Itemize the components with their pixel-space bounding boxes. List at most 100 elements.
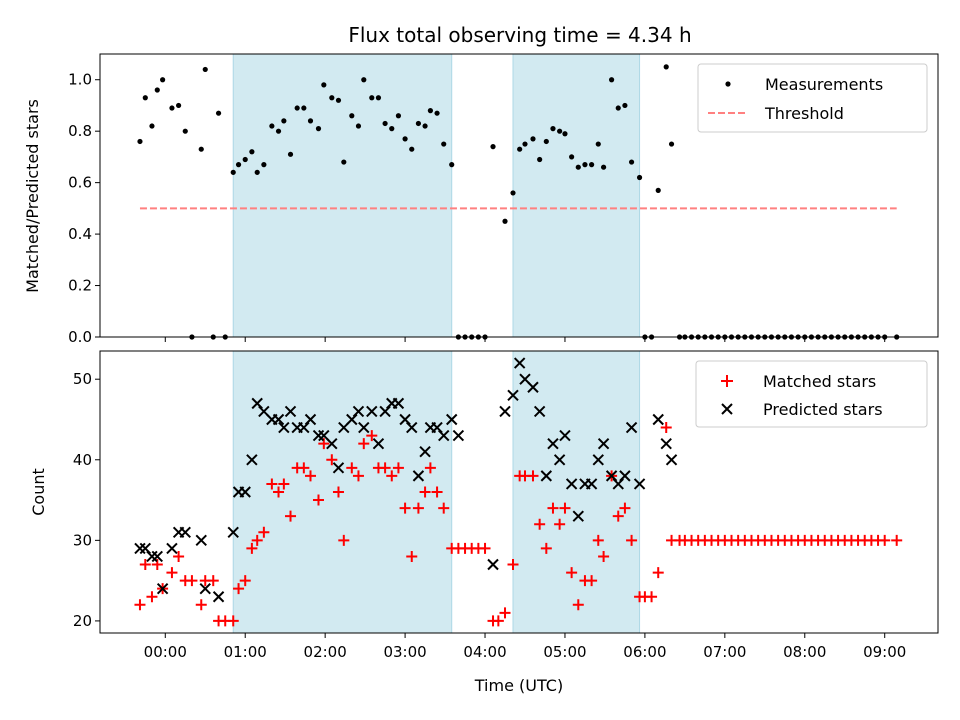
x-tick-label-6: 06:00 bbox=[623, 643, 666, 661]
bottom-plot-frame bbox=[99, 350, 939, 634]
matched-star-point-35 bbox=[366, 430, 378, 442]
legend-predicted-marker bbox=[721, 403, 733, 415]
bottom-y-axis-label: Count bbox=[29, 468, 48, 516]
measurement-point-47 bbox=[449, 162, 455, 168]
measurement-point-69 bbox=[600, 164, 607, 170]
predicted-star-point-70 bbox=[665, 454, 678, 466]
matched-star-point-23 bbox=[285, 510, 297, 522]
matched-star-point-73 bbox=[619, 502, 631, 514]
measurement-point-60 bbox=[543, 138, 549, 145]
predicted-star-point-7 bbox=[179, 526, 191, 538]
top-shaded-intervals bbox=[232, 53, 641, 338]
measurement-point-28 bbox=[321, 82, 327, 88]
predicted-star-point-30 bbox=[352, 405, 365, 418]
matched-star-point-1 bbox=[139, 559, 151, 571]
legend-measurements-marker bbox=[725, 81, 731, 87]
measurement-point-22 bbox=[281, 118, 287, 124]
x-tick-label-7: 07:00 bbox=[703, 643, 746, 661]
matched-star-point-62 bbox=[547, 502, 559, 514]
measurement-point-70 bbox=[608, 77, 615, 83]
bottom-y-tick-label-2: 40 bbox=[73, 451, 92, 469]
predicted-star-point-8 bbox=[195, 534, 207, 547]
matched-star-point-43 bbox=[419, 486, 431, 498]
predicted-star-point-57 bbox=[565, 478, 578, 490]
predicted-star-point-47 bbox=[499, 405, 511, 418]
matched-star-point-25 bbox=[298, 462, 310, 474]
x-tick-label-1: 01:00 bbox=[224, 643, 267, 661]
predicted-star-point-4 bbox=[156, 582, 169, 595]
measurement-point-54 bbox=[502, 218, 508, 224]
matched-star-point-27 bbox=[312, 494, 324, 506]
bottom-y-tick-label-1: 30 bbox=[73, 531, 92, 549]
matched-star-point-32 bbox=[346, 462, 358, 474]
measurement-point-71 bbox=[615, 105, 621, 111]
predicted-star-point-58 bbox=[572, 510, 584, 522]
measurement-point-44 bbox=[427, 108, 434, 114]
measurement-point-21 bbox=[275, 128, 282, 134]
matched-star-point-69 bbox=[592, 534, 604, 546]
matched-star-point-42 bbox=[412, 502, 424, 514]
matched-star-point-21 bbox=[273, 486, 285, 498]
matched-star-point-44 bbox=[424, 462, 436, 474]
measurement-point-18 bbox=[254, 169, 260, 175]
measurement-point-26 bbox=[307, 118, 314, 124]
measurement-points bbox=[137, 64, 900, 340]
measurement-point-19 bbox=[261, 162, 267, 168]
measurement-point-20 bbox=[269, 123, 275, 129]
matched-star-point-33 bbox=[352, 470, 364, 482]
matched-star-point-30 bbox=[332, 486, 344, 498]
matched-star-point-41 bbox=[406, 550, 418, 562]
measurement-point-62 bbox=[557, 128, 563, 134]
predicted-star-point-48 bbox=[507, 389, 519, 402]
predicted-star-point-44 bbox=[446, 413, 458, 426]
measurement-point-30 bbox=[335, 97, 342, 103]
measurement-point-40 bbox=[402, 136, 408, 142]
predicted-star-point-13 bbox=[239, 486, 251, 498]
top-y-tick-label-0: 0.0 bbox=[68, 328, 92, 346]
matched-star-point-55 bbox=[499, 607, 511, 619]
predicted-star-point-39 bbox=[412, 470, 425, 482]
measurement-point-34 bbox=[361, 77, 367, 83]
measurement-point-5 bbox=[169, 105, 175, 111]
matched-star-point-52 bbox=[479, 542, 491, 554]
measurement-point-14 bbox=[230, 169, 236, 175]
top-y-axis-label: Matched/Predicted stars bbox=[23, 99, 42, 293]
bottom-y-tick-label-0: 20 bbox=[73, 612, 92, 630]
bottom-legend-frame bbox=[695, 360, 928, 428]
bottom-legend: Matched stars Predicted stars bbox=[695, 360, 928, 428]
measurement-point-78 bbox=[663, 64, 669, 70]
predicted-star-point-66 bbox=[625, 421, 638, 434]
measurement-point-35 bbox=[369, 95, 375, 101]
matched-star-point-16 bbox=[239, 575, 251, 587]
x-tick-label-0: 00:00 bbox=[144, 643, 187, 661]
matched-star-points bbox=[134, 422, 903, 627]
matched-star-point-56 bbox=[507, 559, 519, 571]
predicted-star-point-23 bbox=[304, 413, 317, 426]
measurement-point-23 bbox=[287, 151, 294, 157]
measurement-point-41 bbox=[409, 146, 415, 152]
predicted-star-point-31 bbox=[358, 421, 370, 434]
predicted-star-point-26 bbox=[326, 437, 338, 450]
predicted-star-point-38 bbox=[406, 421, 418, 434]
predicted-star-point-27 bbox=[332, 462, 345, 474]
measurement-point-17 bbox=[249, 149, 255, 155]
measurement-point-3 bbox=[154, 87, 160, 93]
predicted-star-point-32 bbox=[366, 405, 378, 418]
predicted-star-point-51 bbox=[527, 381, 539, 393]
matched-star-point-38 bbox=[386, 470, 398, 482]
x-tick-label-5: 05:00 bbox=[543, 643, 586, 661]
predicted-star-point-10 bbox=[212, 591, 225, 603]
measurement-point-15 bbox=[235, 162, 242, 168]
measurement-point-59 bbox=[537, 156, 543, 163]
measurement-point-72 bbox=[622, 102, 628, 109]
matched-star-point-74 bbox=[626, 534, 638, 546]
x-tick-label-2: 02:00 bbox=[304, 643, 347, 661]
predicted-star-point-65 bbox=[619, 470, 631, 482]
bottom-shaded-interval-1 bbox=[512, 350, 641, 634]
measurement-point-2 bbox=[149, 123, 155, 129]
top-x-ticks bbox=[164, 337, 886, 342]
predicted-star-point-55 bbox=[553, 454, 566, 466]
predicted-star-point-3 bbox=[151, 550, 163, 563]
top-y-tick-label-5: 1.0 bbox=[68, 71, 92, 89]
